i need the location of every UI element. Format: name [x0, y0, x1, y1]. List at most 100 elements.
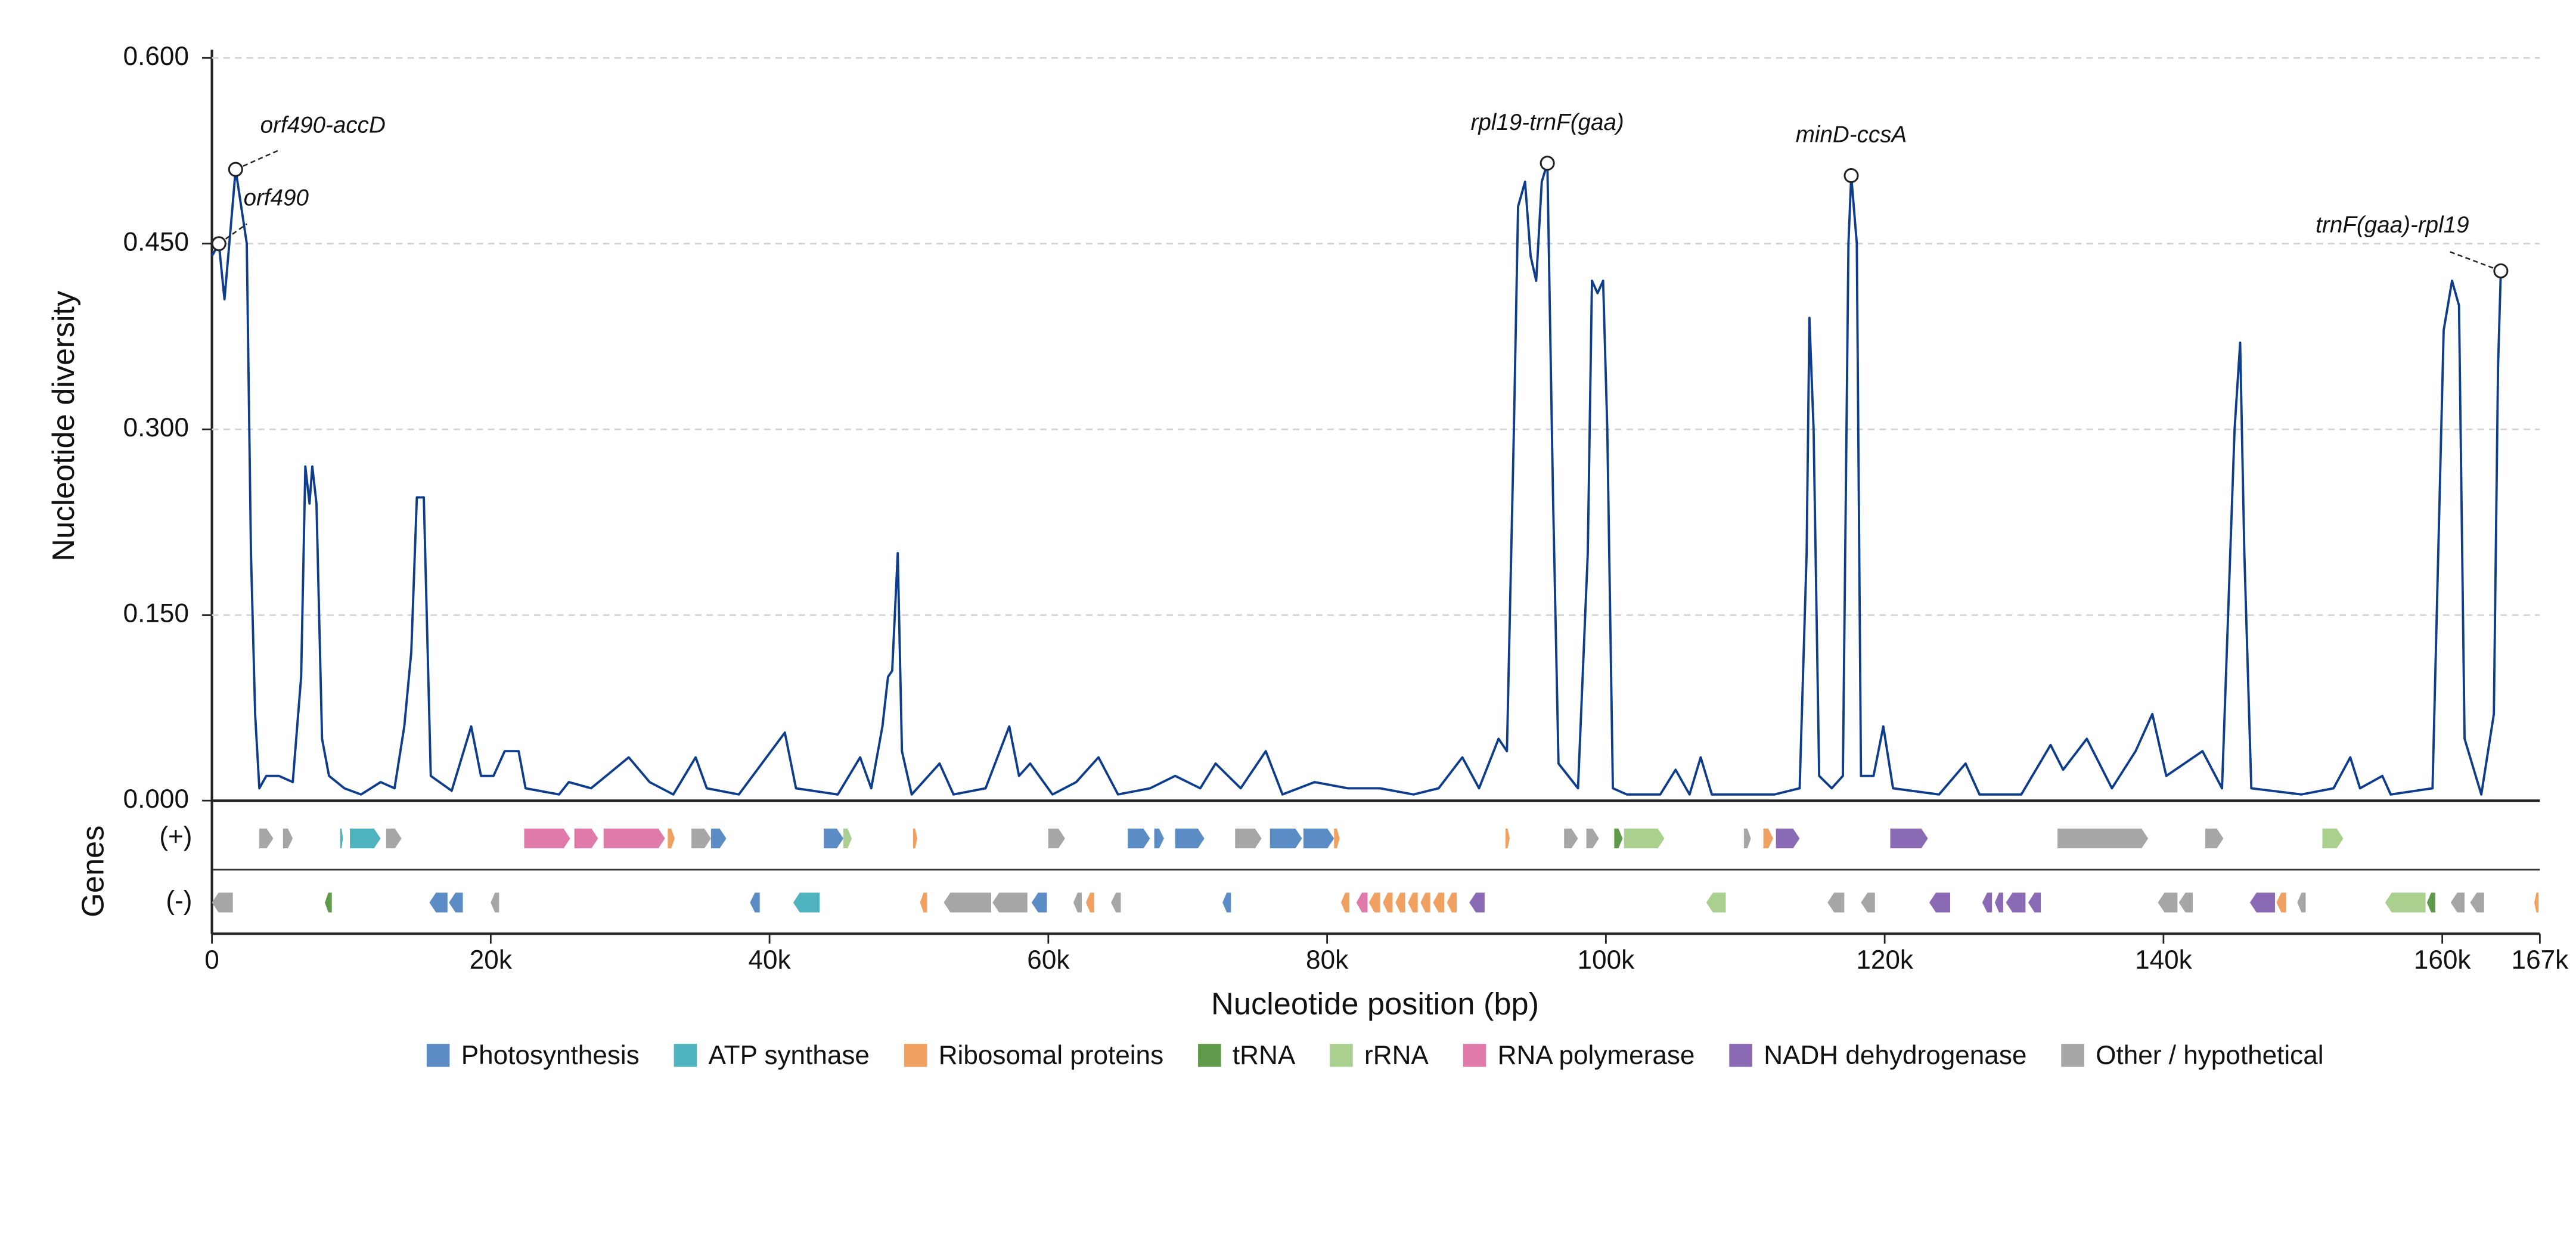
gene: [574, 829, 598, 849]
gene: [2158, 892, 2178, 913]
gene: [2470, 892, 2484, 913]
annotation-label: rpl19-trnF(gaa): [1470, 110, 1624, 135]
annotation-point: [1843, 168, 1859, 184]
legend-label: RNA polymerase: [1498, 1041, 1695, 1070]
y-tick-label: 0.450: [123, 227, 189, 256]
gene: [429, 892, 448, 913]
gene: [1154, 829, 1164, 849]
annotation-point: [228, 162, 243, 177]
gene: [1861, 892, 1875, 913]
gene: [913, 829, 917, 849]
gene: [1383, 892, 1393, 913]
gene: [1776, 829, 1800, 849]
x-tick-label: 40k: [749, 945, 792, 975]
gene: [1085, 892, 1095, 913]
gene: [1408, 892, 1418, 913]
gene: [1235, 829, 1262, 849]
gene-axis-title: Genes: [76, 826, 111, 917]
gene: [1982, 892, 1992, 913]
gene: [1586, 829, 1599, 849]
x-tick-label: 100k: [1578, 945, 1635, 975]
gene: [1763, 829, 1774, 849]
gene: [2426, 892, 2435, 913]
gene: [2249, 892, 2275, 913]
x-tick-label: 80k: [1306, 945, 1349, 975]
y-tick-label: 0.000: [123, 784, 189, 814]
gene: [2006, 892, 2026, 913]
gene: [1505, 829, 1510, 849]
annotation-label: orf490: [244, 185, 309, 211]
legend-swatch: [1198, 1044, 1221, 1067]
gene: [2178, 892, 2193, 913]
gene: [2028, 892, 2041, 913]
gene: [1341, 892, 1350, 913]
annotation-point: [211, 236, 226, 252]
annotation-leader: [2448, 250, 2501, 272]
gene: [1564, 829, 1578, 849]
y-tick-label: 0.300: [123, 413, 189, 442]
gene: [1128, 829, 1150, 849]
y-tick-label: 0.150: [123, 598, 189, 628]
gene: [259, 829, 274, 849]
annotation-label: minD-ccsA: [1796, 122, 1907, 148]
gene: [2385, 892, 2426, 913]
gene: [1356, 892, 1368, 913]
legend-label: Ribosomal proteins: [939, 1041, 1163, 1070]
legend-swatch: [2061, 1044, 2084, 1067]
track-label: (+): [159, 822, 192, 851]
gene: [1175, 829, 1205, 849]
gene: [491, 892, 499, 913]
gene: [1111, 892, 1121, 913]
y-tick-label: 0.600: [123, 42, 189, 71]
legend-label: Photosynthesis: [461, 1041, 640, 1070]
gene: [603, 829, 665, 849]
gene: [1334, 829, 1340, 849]
y-axis-title: Nucleotide diversity: [46, 290, 81, 562]
gene: [1614, 829, 1623, 849]
gene: [1073, 892, 1082, 913]
gene: [944, 892, 991, 913]
gene: [1469, 892, 1485, 913]
gene: [449, 892, 463, 913]
x-tick-label: 120k: [1856, 945, 1914, 975]
legend-swatch: [674, 1044, 697, 1067]
gene: [1994, 892, 2003, 913]
x-tick-label: 0: [204, 945, 219, 975]
gene: [691, 829, 711, 849]
gene: [325, 892, 332, 913]
legend-swatch: [426, 1044, 450, 1067]
diversity-line: [210, 162, 2502, 796]
gene: [750, 892, 760, 913]
legend-label: ATP synthase: [709, 1041, 870, 1070]
gene: [992, 892, 1028, 913]
gene: [1048, 829, 1065, 849]
gene: [824, 829, 844, 849]
gene: [1827, 892, 1845, 913]
track-label: (-): [166, 886, 192, 916]
annotation-label: orf490-accD: [260, 113, 386, 138]
legend-swatch: [1330, 1044, 1353, 1067]
gene: [1624, 829, 1665, 849]
gene: [1706, 892, 1726, 913]
legend: Photosynthesis ATP synthase Ribosomal prot…: [426, 1041, 2324, 1070]
x-tick-label: 20k: [470, 945, 513, 975]
gene: [843, 829, 852, 849]
gene: [920, 892, 927, 913]
legend-label: NADH dehydrogenase: [1764, 1041, 2026, 1070]
gene: [350, 829, 381, 849]
gene: [2205, 829, 2224, 849]
gene: [386, 829, 402, 849]
gene: [212, 892, 233, 913]
x-tick-label: 167k: [2512, 945, 2569, 975]
gene: [1433, 892, 1445, 913]
legend-label: rRNA: [1364, 1041, 1429, 1070]
x-axis-title: Nucleotide position (bp): [1211, 987, 1539, 1022]
annotation-point: [2493, 263, 2509, 278]
gene: [2276, 892, 2286, 913]
x-tick-label: 60k: [1027, 945, 1070, 975]
gene: [710, 829, 727, 849]
gene: [524, 829, 570, 849]
gene: [1929, 892, 1951, 913]
gene: [1743, 829, 1751, 849]
